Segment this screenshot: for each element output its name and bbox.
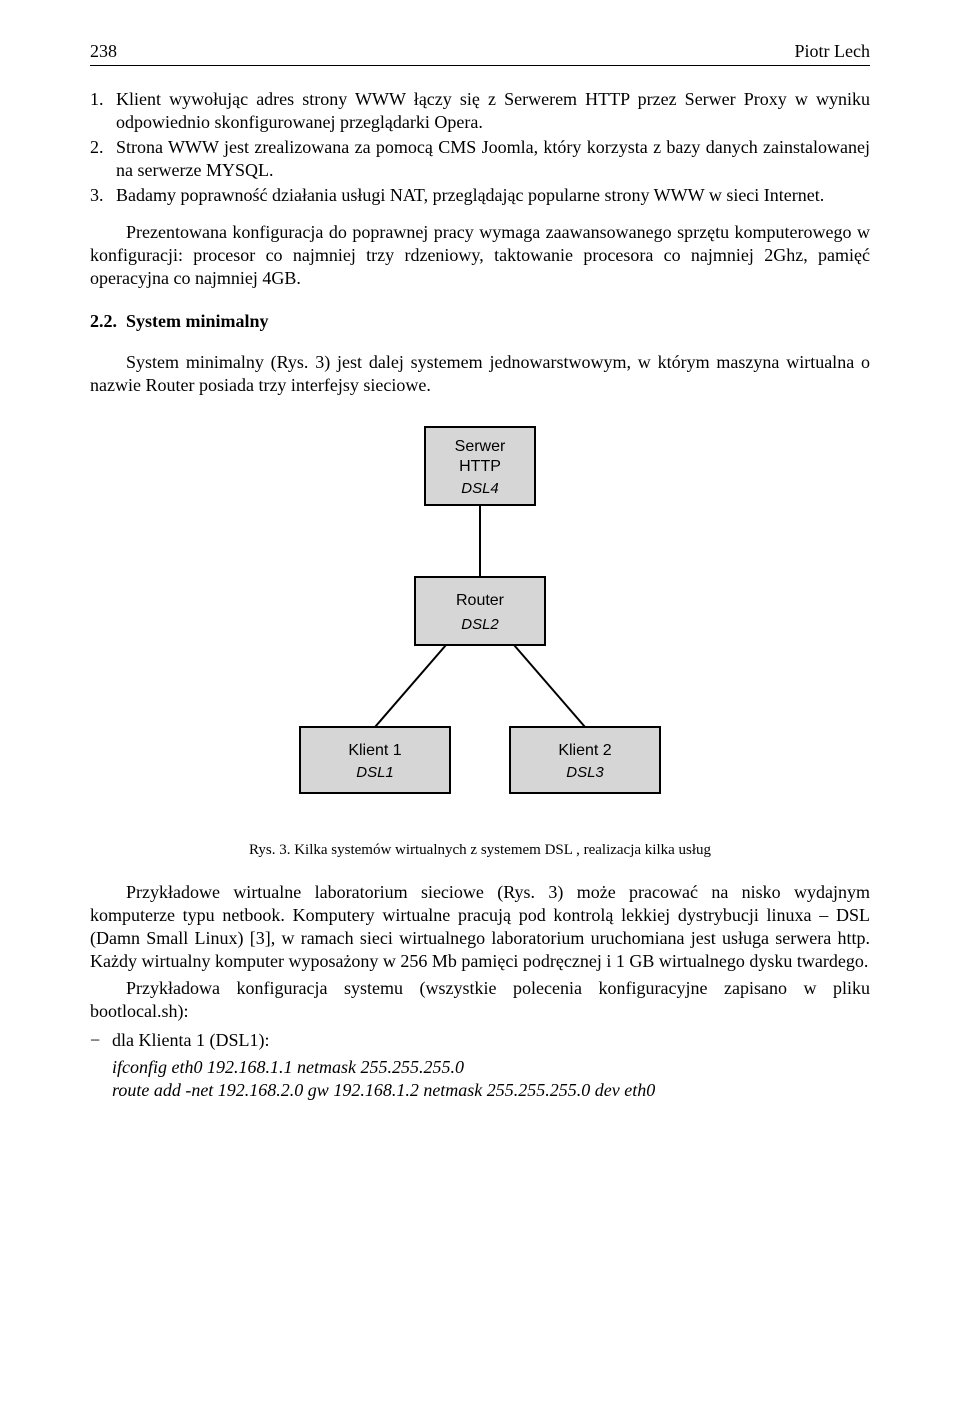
section-number: 2.2.: [90, 310, 126, 333]
config-commands: ifconfig eth0 192.168.1.1 netmask 255.25…: [90, 1056, 870, 1102]
config-item-label: dla Klienta 1 (DSL1):: [112, 1029, 269, 1052]
list-text: Klient wywołując adres strony WWW łączy …: [116, 88, 870, 134]
section-heading: 2.2.System minimalny: [90, 310, 870, 333]
node-client1-line1: Klient 1: [348, 742, 401, 759]
figure-diagram: Serwer HTTP DSL4 Router DSL2 Klient 1 DS…: [270, 417, 690, 817]
list-marker: 2.: [90, 136, 116, 182]
paragraph: Przykładowe wirtualne laboratorium sieci…: [90, 881, 870, 973]
paragraph: System minimalny (Rys. 3) jest dalej sys…: [90, 351, 870, 397]
config-command: ifconfig eth0 192.168.1.1 netmask 255.25…: [112, 1056, 870, 1079]
node-server-line3: DSL4: [461, 480, 499, 497]
list-text: Strona WWW jest zrealizowana za pomocą C…: [116, 136, 870, 182]
list-marker: 1.: [90, 88, 116, 134]
node-router-line2: DSL2: [461, 616, 499, 633]
section-title: System minimalny: [126, 311, 269, 331]
dash-mark: −: [90, 1029, 112, 1052]
page-author: Piotr Lech: [795, 40, 870, 63]
page-header: 238 Piotr Lech: [90, 40, 870, 66]
numbered-list: 1. Klient wywołując adres strony WWW łąc…: [90, 88, 870, 207]
node-server-line1: Serwer: [455, 438, 506, 455]
paragraph: Prezentowana konfiguracja do poprawnej p…: [90, 221, 870, 290]
config-command: route add -net 192.168.2.0 gw 192.168.1.…: [112, 1079, 870, 1102]
node-server-line2: HTTP: [459, 458, 501, 475]
list-text: Badamy poprawność działania usługi NAT, …: [116, 184, 870, 207]
node-client1-line2: DSL1: [356, 764, 394, 781]
list-marker: 3.: [90, 184, 116, 207]
figure-caption: Rys. 3. Kilka systemów wirtualnych z sys…: [90, 841, 870, 860]
config-item: − dla Klienta 1 (DSL1):: [90, 1029, 870, 1052]
node-client2-line1: Klient 2: [558, 742, 611, 759]
page-number: 238: [90, 40, 117, 63]
node-router-line1: Router: [456, 592, 505, 609]
list-item: 1. Klient wywołując adres strony WWW łąc…: [90, 88, 870, 134]
node-client2-line2: DSL3: [566, 764, 604, 781]
list-item: 2. Strona WWW jest zrealizowana za pomoc…: [90, 136, 870, 182]
list-item: 3. Badamy poprawność działania usługi NA…: [90, 184, 870, 207]
paragraph: Przykładowa konfiguracja systemu (wszyst…: [90, 977, 870, 1023]
